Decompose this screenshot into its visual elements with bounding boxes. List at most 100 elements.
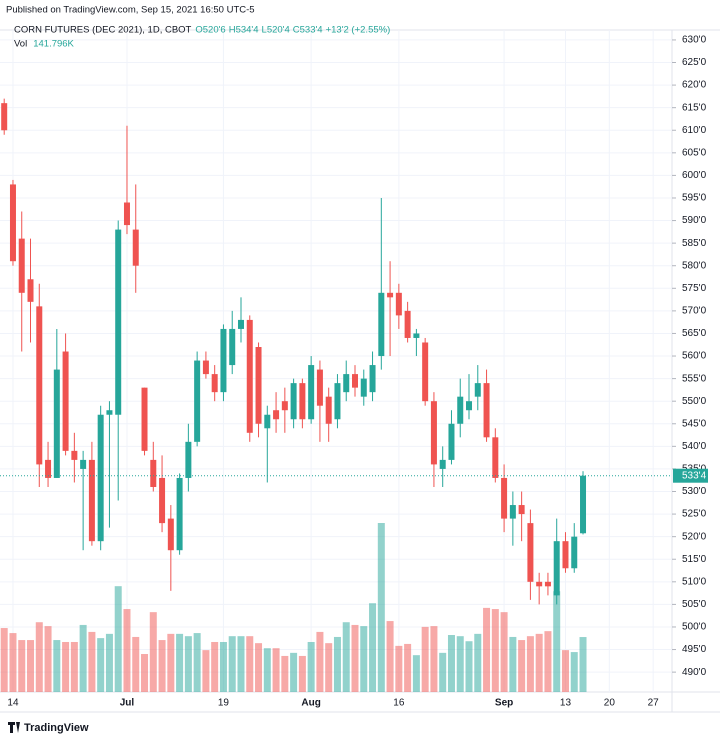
candle-body xyxy=(106,410,113,415)
labels: 630'0 625'0 620'0 615'0 610'0 605'0 600'0 595'0… xyxy=(0,25,708,709)
candle-body xyxy=(185,441,192,478)
last-price-tag xyxy=(673,468,708,483)
volume-bar xyxy=(456,636,464,692)
volume-bar xyxy=(351,624,359,692)
candle-body xyxy=(1,103,8,131)
candle-body xyxy=(571,536,578,569)
candle-body xyxy=(45,459,52,478)
candle-body xyxy=(132,229,139,266)
volume-bar xyxy=(27,640,35,692)
x-tick-label: Sep xyxy=(495,698,513,709)
y-tick-label: 615'0 xyxy=(682,102,707,113)
volume-bar xyxy=(281,655,289,692)
volume-bar xyxy=(18,640,26,692)
y-tick-label: 610'0 xyxy=(682,125,707,136)
y-tick-label: 515'0 xyxy=(682,554,707,565)
y-tick-label: 590'0 xyxy=(682,215,707,226)
candle-body xyxy=(544,581,551,587)
y-tick-label: 630'0 xyxy=(682,35,707,46)
volume-bar xyxy=(412,655,420,692)
volume-bar xyxy=(360,626,368,692)
volume-bar xyxy=(149,612,157,692)
candle-body xyxy=(264,414,271,429)
candle-body xyxy=(159,477,166,524)
candle-body xyxy=(36,306,43,465)
candle-body xyxy=(202,360,209,375)
volume-bar xyxy=(97,638,105,692)
last-price-label: 533'4 xyxy=(682,470,707,481)
y-tick-label: 585'0 xyxy=(682,238,707,249)
volume-bar xyxy=(509,636,517,692)
candle-body xyxy=(80,459,87,469)
volume-bar xyxy=(79,624,87,692)
legend-value: C533'4 xyxy=(293,25,323,36)
candle-body xyxy=(413,333,420,338)
candle-body xyxy=(308,365,315,420)
logo xyxy=(8,722,20,733)
volume-bar xyxy=(219,641,227,692)
candle-body xyxy=(562,541,569,569)
candle-body xyxy=(536,581,543,587)
candle-body xyxy=(141,387,148,451)
y-tick-label: 505'0 xyxy=(682,599,707,610)
volume-bar xyxy=(158,640,166,692)
volume-bar xyxy=(544,631,552,692)
candle-body xyxy=(483,383,490,438)
y-tick-label: 605'0 xyxy=(682,147,707,158)
candle-body xyxy=(474,383,481,397)
candle-body xyxy=(404,310,411,338)
candle-body xyxy=(553,541,560,596)
volume-bar xyxy=(272,648,280,692)
volume-bar xyxy=(123,609,131,692)
y-tick-label: 520'0 xyxy=(682,531,707,542)
volume-bar xyxy=(526,636,534,692)
volume-bar xyxy=(439,652,447,692)
volume-bar xyxy=(237,636,245,692)
volume-bar xyxy=(114,586,122,692)
volume-bar xyxy=(105,633,113,692)
volume xyxy=(0,523,587,692)
volume-bar xyxy=(167,633,175,692)
candle-body xyxy=(387,292,394,298)
candle-body xyxy=(501,477,508,519)
volume-bar xyxy=(570,652,578,692)
volume-bar xyxy=(333,636,341,692)
candle-body xyxy=(422,342,429,402)
y-tick-label: 570'0 xyxy=(682,306,707,317)
y-tick-label: 495'0 xyxy=(682,644,707,655)
candle-body xyxy=(18,238,25,293)
volume-bar xyxy=(307,641,315,692)
candle-body xyxy=(316,369,323,406)
y-tick-label: 620'0 xyxy=(682,80,707,91)
y-tick-label: 580'0 xyxy=(682,260,707,271)
y-tick-label: 560'0 xyxy=(682,351,707,362)
x-tick-label: 19 xyxy=(218,698,230,709)
candle-body xyxy=(334,383,341,420)
volume-bar xyxy=(202,650,210,692)
volume-title: Vol xyxy=(14,39,27,50)
candle-body xyxy=(369,365,376,393)
volume-bar xyxy=(579,637,587,692)
candles xyxy=(1,98,587,605)
x-tick-label: 14 xyxy=(7,698,19,709)
y-tick-label: 575'0 xyxy=(682,283,707,294)
volume-bar xyxy=(88,631,96,692)
volume-bar xyxy=(0,628,8,692)
volume-bar xyxy=(298,655,306,692)
footer: TradingView xyxy=(24,722,89,734)
candle-body xyxy=(378,292,385,357)
volume-bar xyxy=(44,626,52,692)
candle-body xyxy=(123,202,130,226)
x-tick-label: 27 xyxy=(648,698,660,709)
legend-value: +13'2 (+2.55%) xyxy=(326,25,391,36)
candle-body xyxy=(395,292,402,316)
volume-bar xyxy=(369,603,377,692)
x-tick-label: 13 xyxy=(560,698,572,709)
volume-bar xyxy=(342,622,350,692)
candle-body xyxy=(290,383,297,420)
candle-body xyxy=(518,505,525,515)
volume-bar xyxy=(421,626,429,692)
candle-body xyxy=(211,374,218,393)
legend-title: CORN FUTURES (DEC 2021), 1D, CBOT xyxy=(14,25,192,36)
